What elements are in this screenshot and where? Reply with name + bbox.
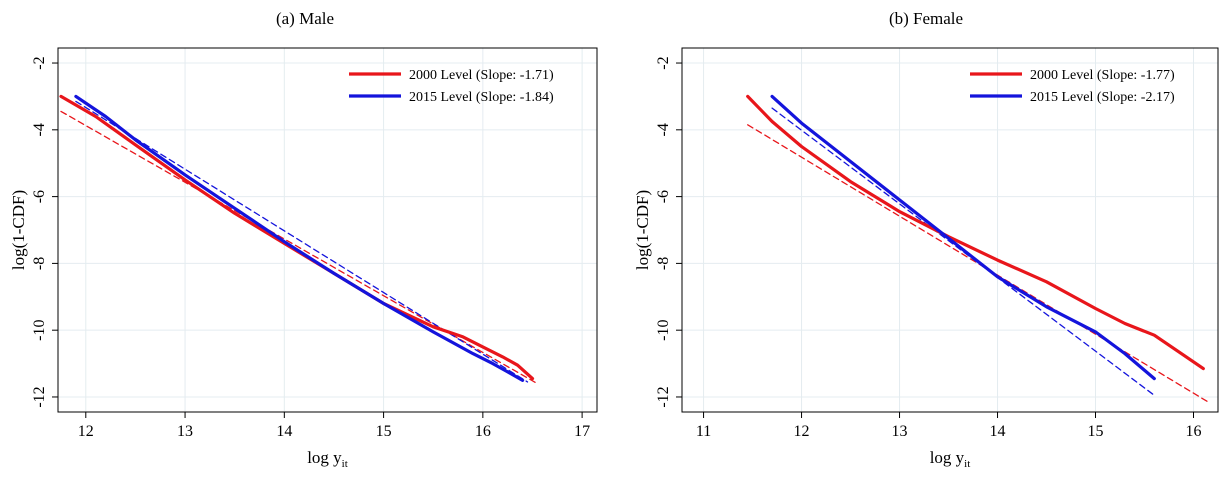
y-tick-label: -2 bbox=[31, 56, 48, 69]
fit-line bbox=[75, 100, 529, 383]
series-line bbox=[770, 94, 1156, 381]
series-line bbox=[74, 94, 525, 382]
y-tick-label: -2 bbox=[655, 56, 672, 69]
x-axis-label-subscript: it bbox=[342, 458, 348, 470]
y-tick-label: -12 bbox=[31, 386, 48, 407]
y-tick-label: -6 bbox=[31, 190, 48, 203]
y-tick-label: -8 bbox=[655, 257, 672, 270]
fit-line bbox=[747, 124, 1209, 403]
plot-frame bbox=[681, 47, 1219, 413]
panel-female: (b) Female 11 12 13 14 15 16 -2 -4 -6 -8 -10 -12 log … bbox=[633, 9, 1219, 470]
y-tick-label: -10 bbox=[31, 320, 48, 341]
series-line bbox=[746, 94, 1205, 371]
y-tick-label: -12 bbox=[655, 386, 672, 407]
panel-title: (b) Female bbox=[889, 9, 963, 28]
x-axis-label: log yit bbox=[930, 448, 971, 470]
x-tick-label: 12 bbox=[794, 423, 810, 440]
x-tick-label: 16 bbox=[475, 423, 491, 440]
y-axis-label: log(1-CDF) bbox=[9, 190, 28, 270]
y-tick-label: -4 bbox=[655, 123, 672, 136]
panel-male: (a) Male 12 13 14 15 16 17 -2 -4 -6 -8 -10 -12 log yi… bbox=[9, 9, 598, 470]
x-tick-label: 13 bbox=[892, 423, 908, 440]
x-tick-label: 15 bbox=[376, 423, 392, 440]
x-tick-label: 11 bbox=[696, 423, 711, 440]
series-group bbox=[746, 94, 1209, 403]
y-tick-label: -6 bbox=[655, 190, 672, 203]
panel-title: (a) Male bbox=[276, 9, 334, 28]
y-tick-label: -8 bbox=[31, 257, 48, 270]
x-axis-label-subscript: it bbox=[964, 458, 970, 470]
fit-line bbox=[771, 107, 1155, 396]
legend-label: 2015 Level (Slope: -2.17) bbox=[1030, 90, 1175, 105]
x-tick-label: 13 bbox=[177, 423, 193, 440]
x-tick-label: 15 bbox=[1088, 423, 1104, 440]
y-tick-label: -10 bbox=[655, 320, 672, 341]
x-tick-label: 14 bbox=[990, 423, 1006, 440]
x-tick-label: 16 bbox=[1186, 423, 1202, 440]
plot-frame bbox=[57, 47, 598, 413]
series-group bbox=[59, 94, 539, 385]
legend-label: 2000 Level (Slope: -1.71) bbox=[409, 68, 554, 83]
legend-label: 2015 Level (Slope: -1.84) bbox=[409, 90, 554, 105]
x-tick-label: 14 bbox=[276, 423, 292, 440]
legend-label: 2000 Level (Slope: -1.77) bbox=[1030, 68, 1175, 83]
y-tick-label: -4 bbox=[31, 123, 48, 136]
x-tick-label: 17 bbox=[574, 423, 590, 440]
y-axis-label: log(1-CDF) bbox=[633, 190, 652, 270]
x-tick-label: 12 bbox=[78, 423, 94, 440]
fit-line bbox=[60, 110, 539, 385]
x-axis-label: log yit bbox=[307, 448, 348, 470]
